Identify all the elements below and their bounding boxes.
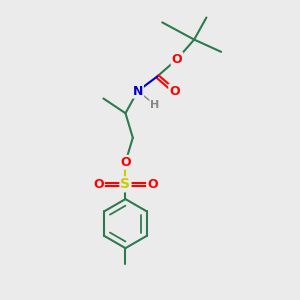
Text: O: O xyxy=(169,85,180,98)
Text: O: O xyxy=(93,178,104,191)
Text: O: O xyxy=(147,178,158,191)
Text: O: O xyxy=(120,156,131,169)
Text: H: H xyxy=(150,100,160,110)
Text: N: N xyxy=(133,85,143,98)
Text: O: O xyxy=(172,53,182,66)
Text: S: S xyxy=(121,177,130,191)
